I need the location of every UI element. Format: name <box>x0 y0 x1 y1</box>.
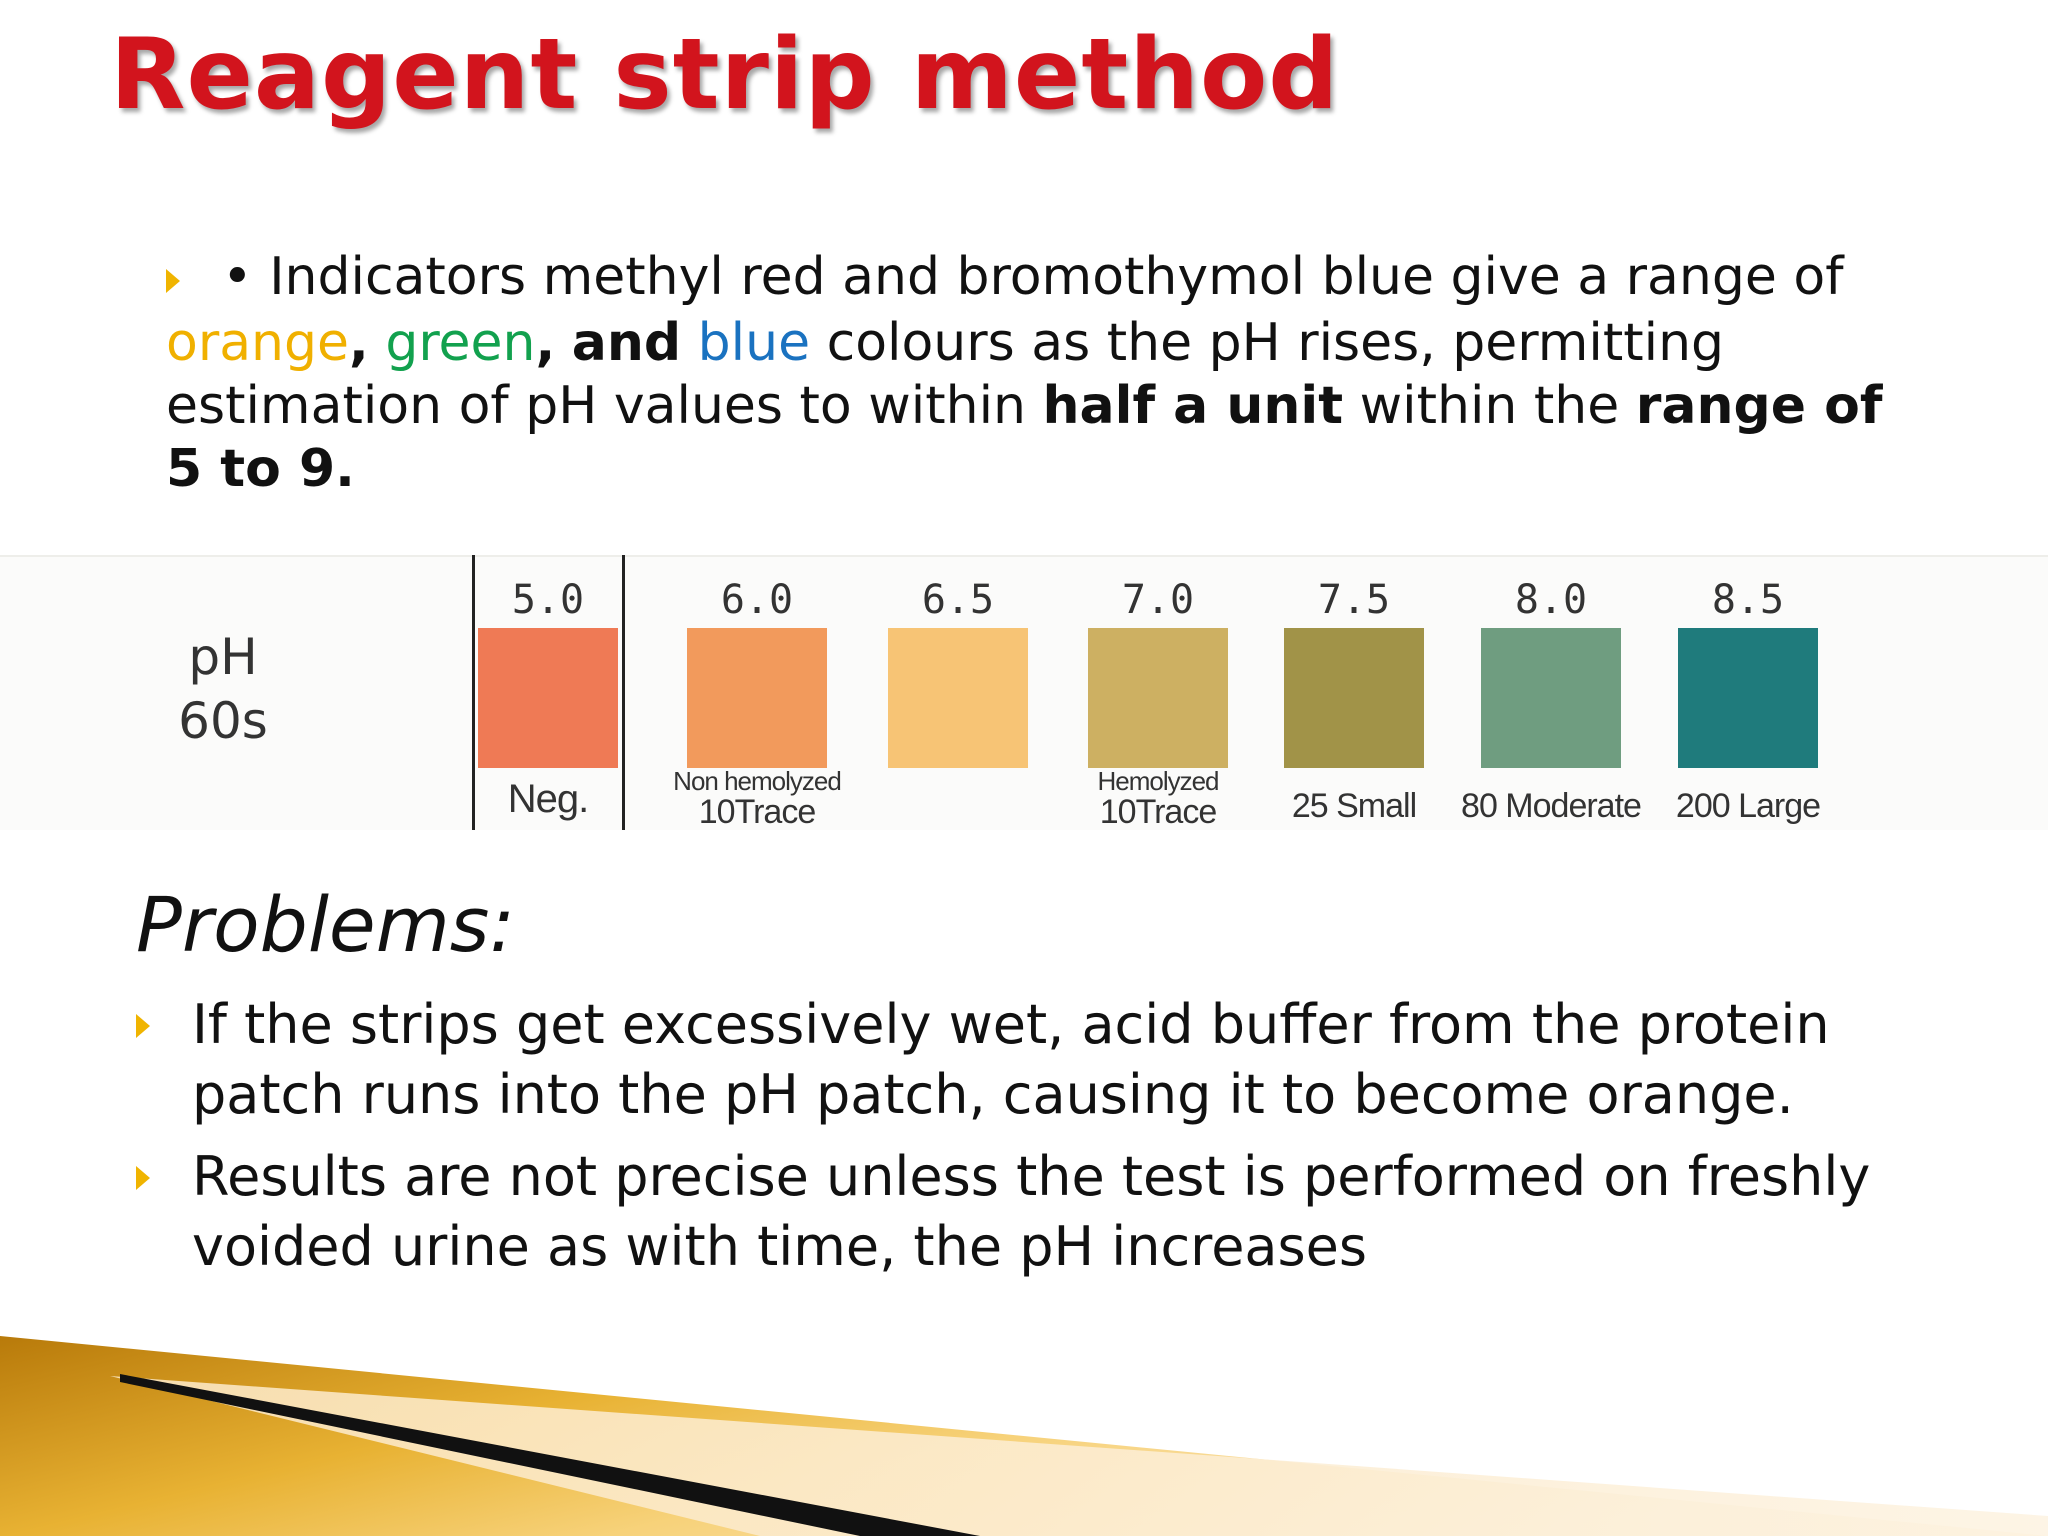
ph-column-8-5: 8.5 200 Large <box>1676 555 1821 830</box>
ph-swatch <box>478 628 618 768</box>
ph-label-line1: pH <box>188 628 258 686</box>
ph-result-label: 25 Small <box>1291 787 1417 825</box>
bullet-arrow-icon <box>166 245 222 308</box>
bullet-arrow-icon <box>136 1166 150 1190</box>
ph-value: 6.5 <box>921 577 995 623</box>
chart-divider-left <box>472 555 475 830</box>
problem-item: If the strips get excessively wet, acid … <box>136 990 1936 1130</box>
ph-column-7-0: 7.0 Hemolyzed 10Trace <box>1088 555 1228 830</box>
slide-title: Reagent strip method <box>110 18 1340 132</box>
ph-value: 8.5 <box>1711 577 1785 623</box>
intro-mid: colours as the pH rises, permitting esti… <box>166 312 1725 436</box>
ph-column-6-5: 6.5 <box>888 555 1028 830</box>
range-text: range of 5 to 9. <box>166 375 1883 499</box>
ph-result-label: Hemolyzed 10Trace <box>1097 766 1219 831</box>
ph-value: 7.0 <box>1121 577 1195 623</box>
bullet-arrow-icon <box>136 1014 150 1038</box>
ph-column-8-0: 8.0 80 Moderate <box>1461 555 1642 830</box>
intro-within: within the <box>1359 375 1620 436</box>
ph-result-label: Non hemolyzed 10Trace <box>673 766 842 831</box>
ph-column-6-0: 6.0 Non hemolyzed 10Trace <box>673 555 842 830</box>
problem-item: Results are not precise unless the test … <box>136 1142 1936 1282</box>
ph-result-label: 80 Moderate <box>1461 787 1642 825</box>
word-blue: blue <box>697 312 811 373</box>
ph-label-line2: 60s <box>178 692 268 750</box>
problem-text: Results are not precise unless the test … <box>192 1145 1871 1278</box>
ph-row-label: pH 60s <box>168 625 278 753</box>
ph-swatch <box>1678 628 1818 768</box>
problem-text: If the strips get excessively wet, acid … <box>192 993 1830 1126</box>
ph-swatch <box>888 628 1028 768</box>
ph-value: 8.0 <box>1514 577 1588 623</box>
ph-result-label: 200 Large <box>1675 787 1821 825</box>
ph-swatch <box>1284 628 1424 768</box>
ph-value: 6.0 <box>720 577 794 623</box>
half-a-unit: half a unit <box>1042 375 1344 436</box>
ph-value: 5.0 <box>511 577 585 623</box>
ph-column-5-0: 5.0 Neg. <box>478 555 618 830</box>
ph-swatch <box>1481 628 1621 768</box>
ph-color-chart: pH 60s 5.0 Neg. 6.0 Non hemolyzed 10Trac… <box>0 555 2048 830</box>
decorative-gold-wedge <box>0 1336 2048 1536</box>
ph-column-7-5: 7.5 25 Small <box>1284 555 1424 830</box>
comma-2: , <box>535 312 556 373</box>
word-green: green <box>385 312 536 373</box>
word-and: and <box>571 312 682 373</box>
ph-value: 7.5 <box>1317 577 1391 623</box>
intro-prefix: • Indicators methyl red and bromothymol … <box>222 247 1844 307</box>
ph-swatch <box>1088 628 1228 768</box>
intro-paragraph: • Indicators methyl red and bromothymol … <box>166 246 1906 501</box>
ph-swatch <box>687 628 827 768</box>
problems-heading: Problems: <box>136 880 515 969</box>
chart-divider-right <box>622 555 625 830</box>
comma-1: , <box>349 312 369 373</box>
ph-result-label: Neg. <box>507 777 590 821</box>
word-orange: orange <box>166 312 350 373</box>
problems-list: If the strips get excessively wet, acid … <box>136 990 1936 1294</box>
